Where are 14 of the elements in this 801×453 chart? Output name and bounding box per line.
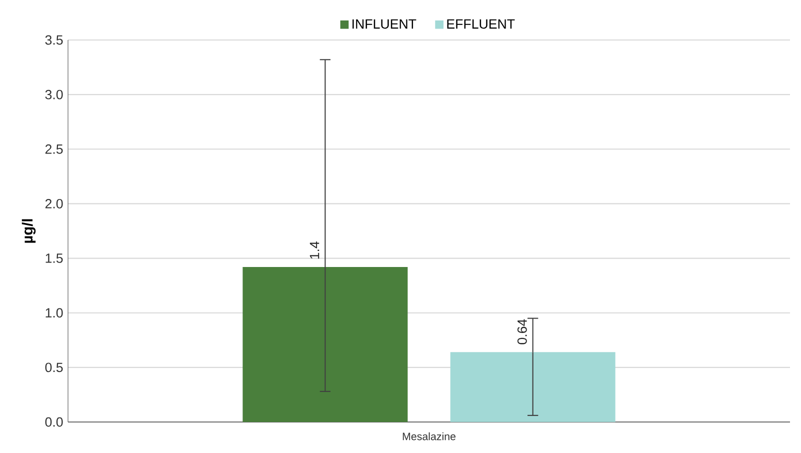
y-tick-label: 3.5 — [45, 35, 63, 45]
y-tick-label: 0.0 — [45, 417, 63, 427]
y-tick-label: 2.0 — [45, 198, 63, 208]
legend-label: INFLUENT — [352, 19, 416, 29]
y-tick-label: 1.0 — [46, 308, 63, 318]
x-tick-label: Mesalazine — [402, 432, 456, 440]
data-label: 1.4 — [310, 241, 320, 259]
y-tick-label: 1.5 — [46, 254, 63, 263]
legend-label: EFFLUENT — [447, 19, 515, 29]
y-axis-title: µg/l — [22, 219, 36, 243]
y-tick-label: 2.5 — [45, 144, 63, 154]
data-label: 0.64 — [517, 319, 527, 344]
y-tick-label: 0.5 — [45, 362, 63, 372]
y-tick-label: 3.0 — [45, 90, 63, 100]
